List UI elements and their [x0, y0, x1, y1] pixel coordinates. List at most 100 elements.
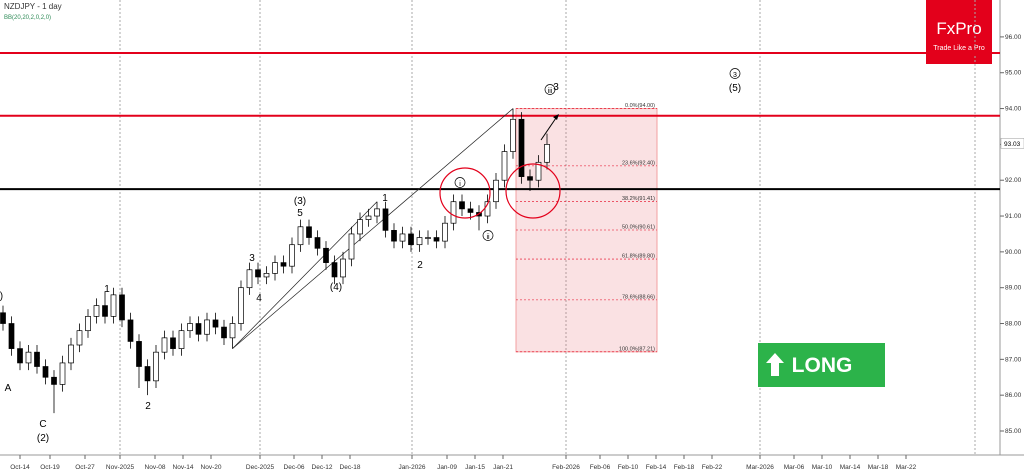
- x-tick-label: Dec-2025: [246, 464, 275, 471]
- x-tick-label: Feb-22: [702, 464, 723, 471]
- wave-label: 2: [417, 260, 423, 271]
- candle-body: [357, 219, 363, 235]
- wave-circle: [482, 230, 494, 241]
- chart-title: NZDJPY - 1 day: [4, 2, 62, 11]
- x-tick-label: Oct-27: [75, 464, 95, 471]
- x-tick-label: Nov-20: [201, 464, 222, 471]
- x-tick-label: Feb-2026: [552, 464, 580, 471]
- candle-body: [51, 376, 57, 385]
- x-tick-label: Nov-14: [173, 464, 194, 471]
- candle-body: [272, 262, 278, 274]
- wave-circle: [729, 68, 741, 79]
- x-tick-label: Jan-09: [437, 464, 457, 471]
- y-tick-label: 87.00: [1005, 356, 1022, 363]
- x-tick-label: Mar-22: [896, 464, 917, 471]
- candle-body: [331, 262, 338, 278]
- x-tick-label: Feb-10: [618, 464, 639, 471]
- candle-body: [127, 319, 134, 342]
- forecast-arrow: [540, 117, 557, 141]
- y-tick-label: 95.00: [1005, 70, 1022, 77]
- signal-badge: [758, 343, 885, 387]
- wave-label: (3): [294, 196, 306, 207]
- candle-body: [204, 319, 210, 335]
- wave-circle: [454, 177, 466, 188]
- candle-body: [306, 226, 312, 238]
- fib-label: 61.8%(89.80): [622, 254, 655, 260]
- wave-label: 3: [553, 82, 559, 93]
- candle-body: [297, 226, 304, 246]
- x-tick-label: Nov-2025: [106, 464, 135, 471]
- x-tick-label: Oct-14: [10, 464, 30, 471]
- wave-label: C: [39, 419, 46, 430]
- candle-body: [340, 258, 346, 278]
- y-tick-label: 86.00: [1005, 392, 1022, 399]
- candle-body: [399, 233, 406, 242]
- indicator-label: BB(20,20,2,0,2,0): [4, 15, 51, 21]
- candle-body: [374, 208, 380, 217]
- wave-label: (4): [330, 282, 342, 293]
- signal-label: LONG: [792, 354, 853, 377]
- wave-label: i: [459, 181, 461, 188]
- candle-body: [136, 341, 142, 367]
- candle-body: [280, 262, 287, 267]
- pattern-line: [232, 201, 378, 349]
- candle-body: [314, 237, 321, 249]
- candle-body: [450, 201, 457, 224]
- wave-label: 1: [104, 284, 110, 295]
- candle-body: [238, 287, 244, 324]
- wave-label: (5): [729, 83, 741, 94]
- x-tick-label: Feb-14: [646, 464, 667, 471]
- candle-body: [102, 305, 108, 317]
- candle-body: [255, 269, 261, 278]
- arrow-head: [553, 114, 559, 120]
- y-tick-label: 96.00: [1005, 34, 1022, 41]
- candle-body: [42, 366, 49, 378]
- candle-body: [0, 312, 6, 324]
- wave-label: (1): [0, 291, 3, 302]
- y-tick-label: 90.00: [1005, 249, 1022, 256]
- candle-body: [425, 237, 431, 239]
- candle-body: [433, 237, 440, 242]
- x-tick-label: Mar-2026: [746, 464, 774, 471]
- candle-body: [144, 366, 151, 382]
- candle-body: [195, 323, 202, 335]
- wave-label: iii: [548, 88, 553, 95]
- candle-body: [518, 118, 525, 177]
- x-tick-label: Dec-12: [312, 464, 333, 471]
- candle-body: [263, 273, 270, 278]
- wave-label: ii: [486, 234, 490, 241]
- logo: FxPro: [936, 19, 981, 38]
- wave-label: A: [5, 383, 12, 394]
- y-tick-label: 94.00: [1005, 106, 1022, 113]
- candle-body: [348, 233, 355, 260]
- x-tick-label: Mar-10: [812, 464, 833, 471]
- x-tick-label: Mar-06: [784, 464, 805, 471]
- candle-body: [221, 326, 227, 339]
- fib-label: 38.2%(91.41): [622, 196, 655, 202]
- candle-body: [153, 351, 159, 382]
- wave-label: 1: [382, 193, 388, 204]
- candle-body: [408, 233, 414, 246]
- candle-body: [246, 269, 253, 289]
- wave-label: 3: [249, 253, 255, 264]
- candle-body: [501, 151, 508, 181]
- x-tick-label: Mar-18: [868, 464, 889, 471]
- candle-body: [535, 161, 542, 181]
- candle-body: [93, 305, 100, 317]
- candle-body: [68, 344, 74, 364]
- x-tick-label: Feb-06: [590, 464, 611, 471]
- candle-body: [527, 176, 533, 181]
- candle-body: [187, 323, 193, 332]
- arrow-icon: [766, 353, 784, 376]
- fib-label: 0.0%(94.00): [625, 103, 655, 109]
- x-tick-label: Dec-18: [340, 464, 361, 471]
- fib-label: 78.6%(88.66): [622, 294, 655, 300]
- candle-body: [510, 118, 516, 152]
- wave-label: 5: [297, 208, 303, 219]
- candle-body: [34, 351, 40, 367]
- fib-label: 100.0%(87.21): [619, 346, 655, 352]
- fib-label: 23.6%(92.40): [622, 160, 655, 166]
